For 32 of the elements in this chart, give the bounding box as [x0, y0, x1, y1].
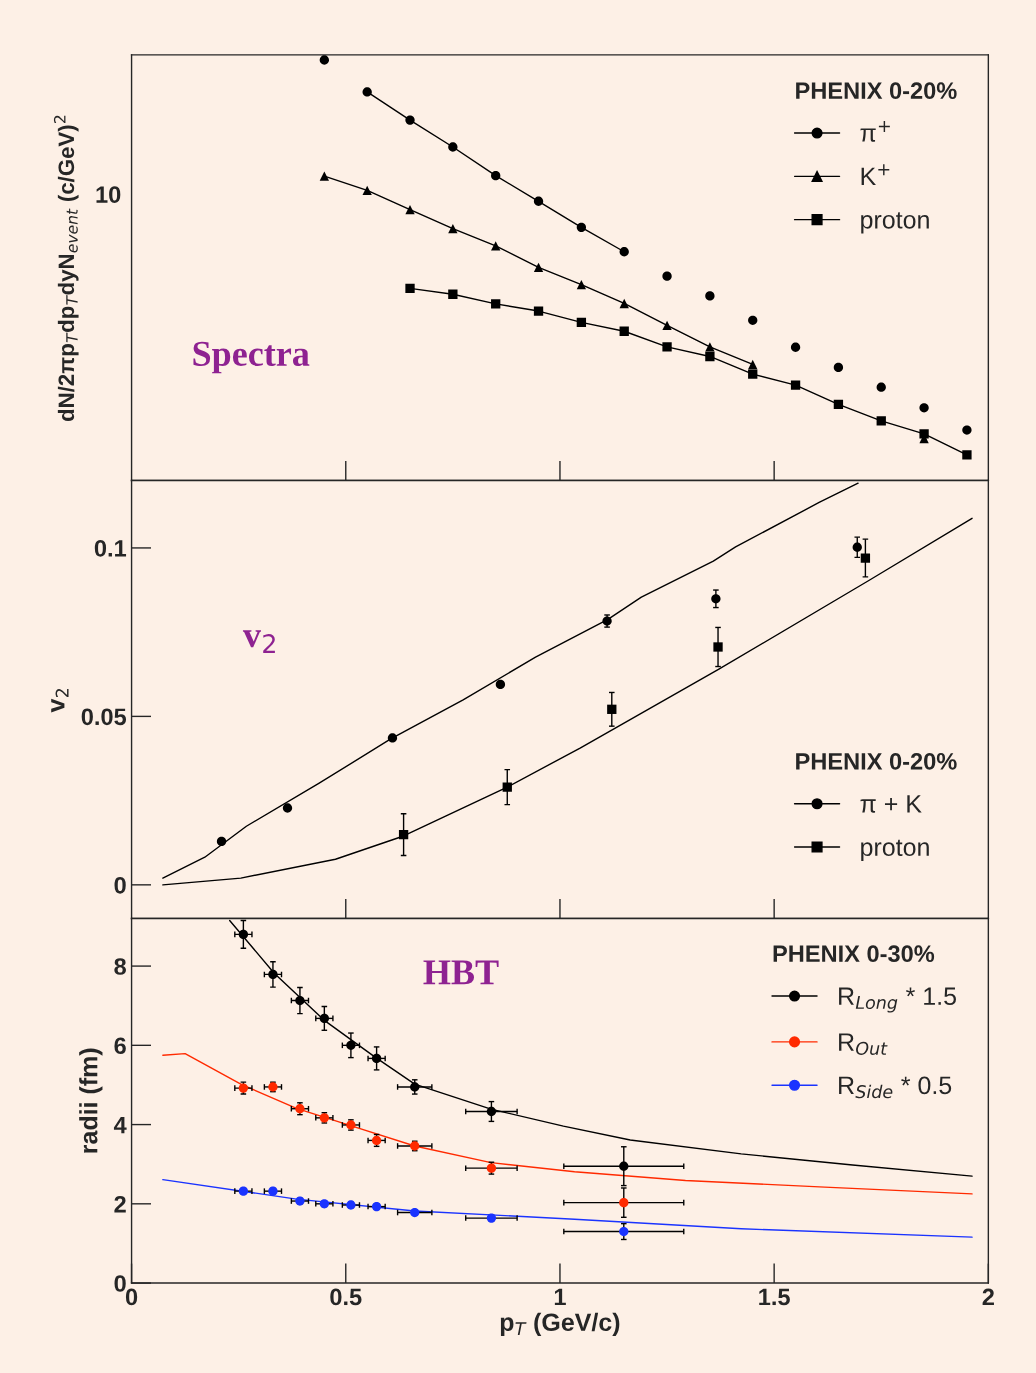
legend-title: PHENIX 0-30%	[773, 945, 935, 963]
legend-label: R$_{Long}$ * 1.5	[839, 987, 956, 1013]
y-tick-label: 0	[114, 876, 126, 894]
x-tick-label: 1	[554, 1288, 566, 1306]
y-axis-title: v$_{2}$	[51, 689, 69, 713]
annotation: v$_{2}$	[242, 630, 275, 653]
y-tick-label: 4	[113, 1116, 127, 1134]
legend-label: R$_{Side}$ * 0.5	[839, 1076, 952, 1099]
x-tick-label: 1.5	[759, 1288, 790, 1306]
y-tick-label: 6	[114, 1037, 126, 1055]
annotation: HBT	[423, 960, 499, 985]
y-axis-title: dN/2πp$_{T}$dp$_{T}$dyN$_{event}$ (c/GeV)$^{2}$	[53, 115, 79, 422]
y-tick-label: 0	[114, 1275, 126, 1292]
x-tick-label: 2	[982, 1288, 994, 1306]
x-tick-label: 0	[125, 1288, 138, 1306]
legend-title: PHENIX 0-20%	[796, 753, 957, 770]
y-tick-label: 8	[114, 958, 126, 975]
legend-label: π + K	[860, 795, 922, 813]
y-tick-label: 0.05	[81, 708, 127, 726]
text: 10	[96, 186, 121, 203]
y-axis-title: radii (fm)	[79, 1048, 103, 1153]
legend-label: K$^{+}$	[861, 164, 890, 185]
legend-label: proton	[861, 212, 929, 234]
legend-label: proton	[861, 839, 929, 861]
legend-title: PHENIX 0-20%	[796, 82, 957, 100]
legend-label: R$_{Out}$	[839, 1033, 888, 1055]
x-tick-label: 0.5	[330, 1288, 362, 1306]
annotation: Spectra	[193, 341, 310, 374]
legend-label: π$^{+}$	[860, 121, 890, 142]
x-axis-title: p$_{T}$ (GeV/c)	[500, 1312, 620, 1337]
y-tick-label: 0.1	[94, 540, 127, 557]
y-tick-label: 2	[114, 1195, 126, 1213]
